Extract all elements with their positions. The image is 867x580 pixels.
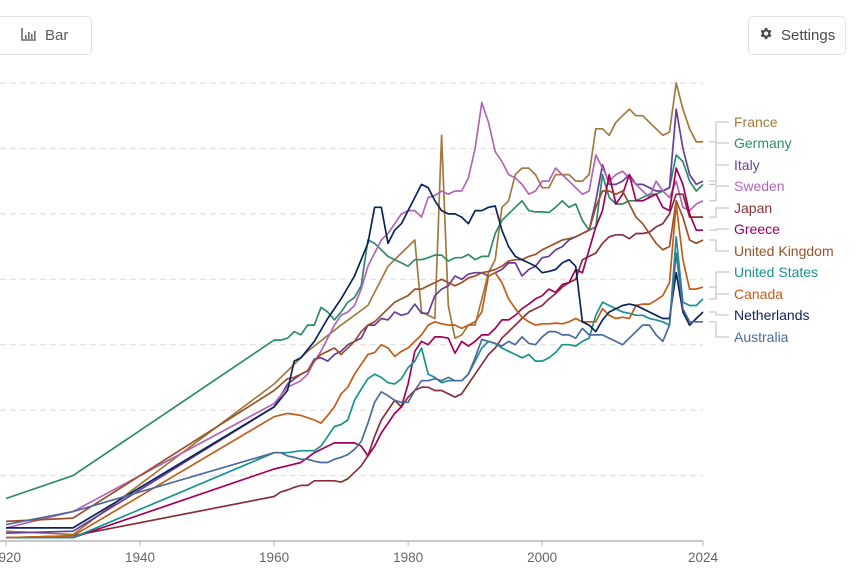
legend-connector	[709, 286, 729, 295]
legend-connector	[709, 164, 729, 182]
bar-button-label: Bar	[45, 27, 69, 44]
series-line-australia[interactable]	[5, 252, 703, 526]
legend-connector	[709, 321, 729, 338]
legend-connector	[709, 207, 729, 218]
series-line-greece[interactable]	[6, 167, 703, 539]
series-line-france[interactable]	[5, 82, 703, 536]
legend-connector	[709, 228, 729, 231]
legend-connector	[709, 142, 729, 185]
legend-connector	[709, 271, 729, 300]
x-tick-label: 2024	[688, 550, 719, 565]
settings-button[interactable]: Settings	[748, 16, 846, 55]
legend-connector	[709, 311, 729, 316]
legend-label-united-states[interactable]: United States	[734, 264, 818, 280]
series-line-united-states[interactable]	[6, 235, 704, 539]
bar-chart-button[interactable]: Bar	[0, 16, 92, 55]
legend-connector	[709, 185, 729, 202]
x-tick-label: 1980	[393, 550, 423, 565]
x-axis: 1920 1940 1960 1980 2000 2024	[0, 540, 719, 565]
legend-label-japan[interactable]: Japan	[734, 200, 772, 216]
legend-label-greece[interactable]: Greece	[734, 221, 780, 237]
bar-chart-icon	[21, 27, 37, 45]
x-tick-label: 2000	[527, 550, 557, 565]
legend-connector	[709, 239, 729, 252]
settings-button-label: Settings	[781, 27, 836, 44]
x-tick-label: 1940	[125, 550, 155, 565]
legend-label-australia[interactable]: Australia	[734, 329, 789, 345]
legend-label-france[interactable]: France	[734, 114, 778, 130]
legend-label-sweden[interactable]: Sweden	[734, 178, 785, 194]
legend-label-italy[interactable]: Italy	[734, 157, 760, 173]
series-line-japan[interactable]	[5, 193, 703, 539]
legend-label-germany[interactable]: Germany	[734, 135, 792, 151]
series-line-canada[interactable]	[5, 203, 704, 539]
series-line-italy[interactable]	[5, 108, 704, 534]
series-line-united-kingdom[interactable]	[5, 190, 704, 523]
series-line-netherlands[interactable]	[6, 183, 704, 529]
legend-connector	[709, 121, 729, 143]
legend-label-united-kingdom[interactable]: United Kingdom	[734, 243, 834, 259]
legend: France Germany Italy Sweden Japan Greece Unite…	[709, 114, 834, 345]
x-tick-label: 1920	[0, 550, 21, 565]
x-tick-label: 1960	[259, 550, 289, 565]
gear-icon	[758, 26, 773, 45]
legend-label-netherlands[interactable]: Netherlands	[734, 307, 810, 323]
legend-label-canada[interactable]: Canada	[734, 286, 783, 302]
series-line-germany[interactable]	[5, 154, 704, 500]
series-lines	[5, 82, 704, 539]
gridlines	[0, 82, 703, 477]
